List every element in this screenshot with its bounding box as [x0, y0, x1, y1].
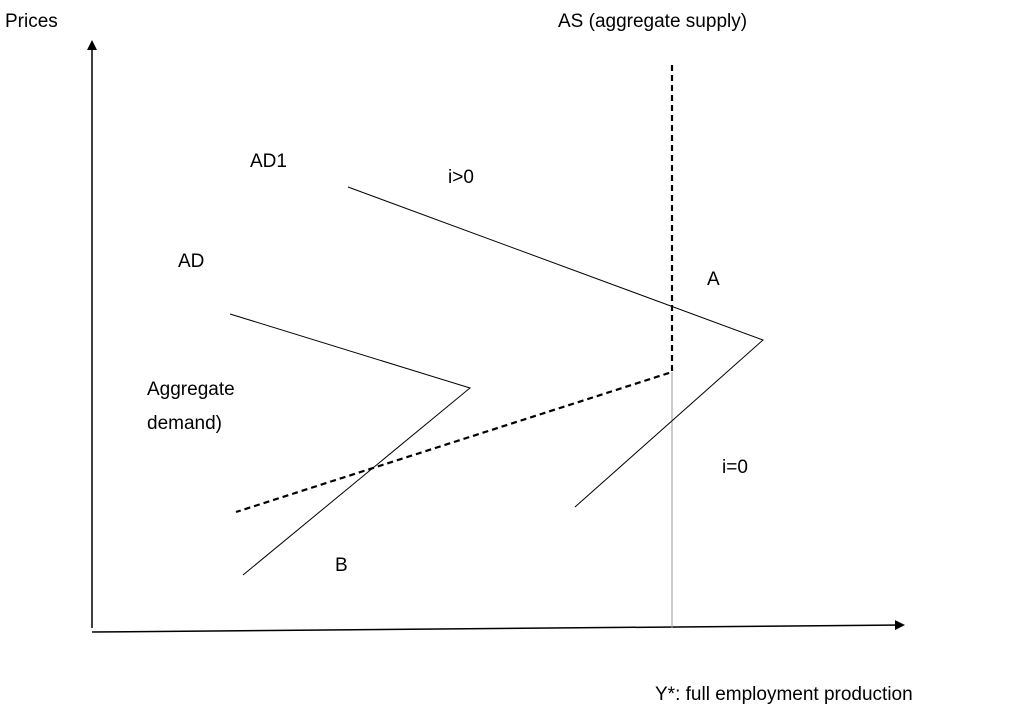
ad-note: Aggregate [147, 379, 235, 400]
x-axis-label: Y*: full employment production [655, 684, 913, 705]
y-axis-label: Prices [5, 11, 58, 32]
point-label: A [707, 269, 720, 290]
as-label: AS (aggregate supply) [558, 11, 747, 32]
ad-label: AD [178, 251, 204, 272]
as-curve [235, 65, 674, 514]
x-axis [91, 620, 905, 633]
ad1-label: AD1 [250, 151, 287, 172]
point-label: B [335, 555, 348, 576]
ad1-curve [347, 186, 764, 508]
ad-note: demand) [147, 413, 222, 434]
regime-label: i=0 [722, 457, 748, 478]
ad-curve [229, 313, 472, 576]
regime-label: i>0 [448, 167, 474, 188]
